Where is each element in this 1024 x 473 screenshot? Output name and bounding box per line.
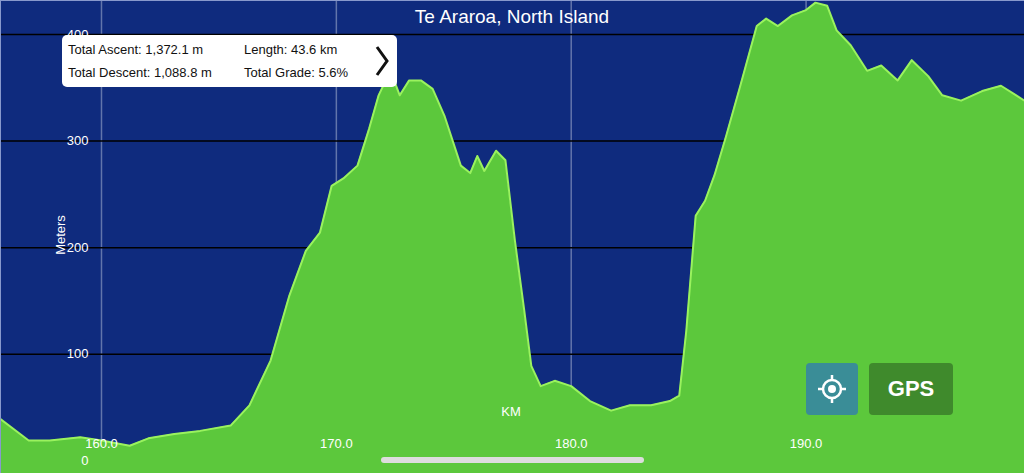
svg-text:190.0: 190.0 <box>790 436 823 451</box>
svg-text:200: 200 <box>67 240 89 255</box>
html-text:KM: KM <box>501 403 521 419</box>
svg-text:300: 300 <box>67 133 89 148</box>
svg-text:170.0: 170.0 <box>320 436 353 451</box>
svg-text:100: 100 <box>67 346 89 361</box>
svg-text:0: 0 <box>81 453 88 468</box>
html-text:GPS: GPS <box>887 376 935 401</box>
html-text:Te Araroa, North Island: Te Araroa, North Island <box>414 6 610 27</box>
html-text:Meters: Meters <box>52 215 68 255</box>
svg-text:160.0: 160.0 <box>85 436 118 451</box>
svg-text:180.0: 180.0 <box>555 436 588 451</box>
html-text:Total Grade: 5.6%: Total Grade: 5.6% <box>244 65 349 80</box>
html-text:Total Descent: 1,088.8 m: Total Descent: 1,088.8 m <box>68 65 212 80</box>
html-text:Length: 43.6 km: Length: 43.6 km <box>244 42 338 57</box>
html-text:Total Ascent: 1,372.1 m: Total Ascent: 1,372.1 m <box>68 42 204 57</box>
